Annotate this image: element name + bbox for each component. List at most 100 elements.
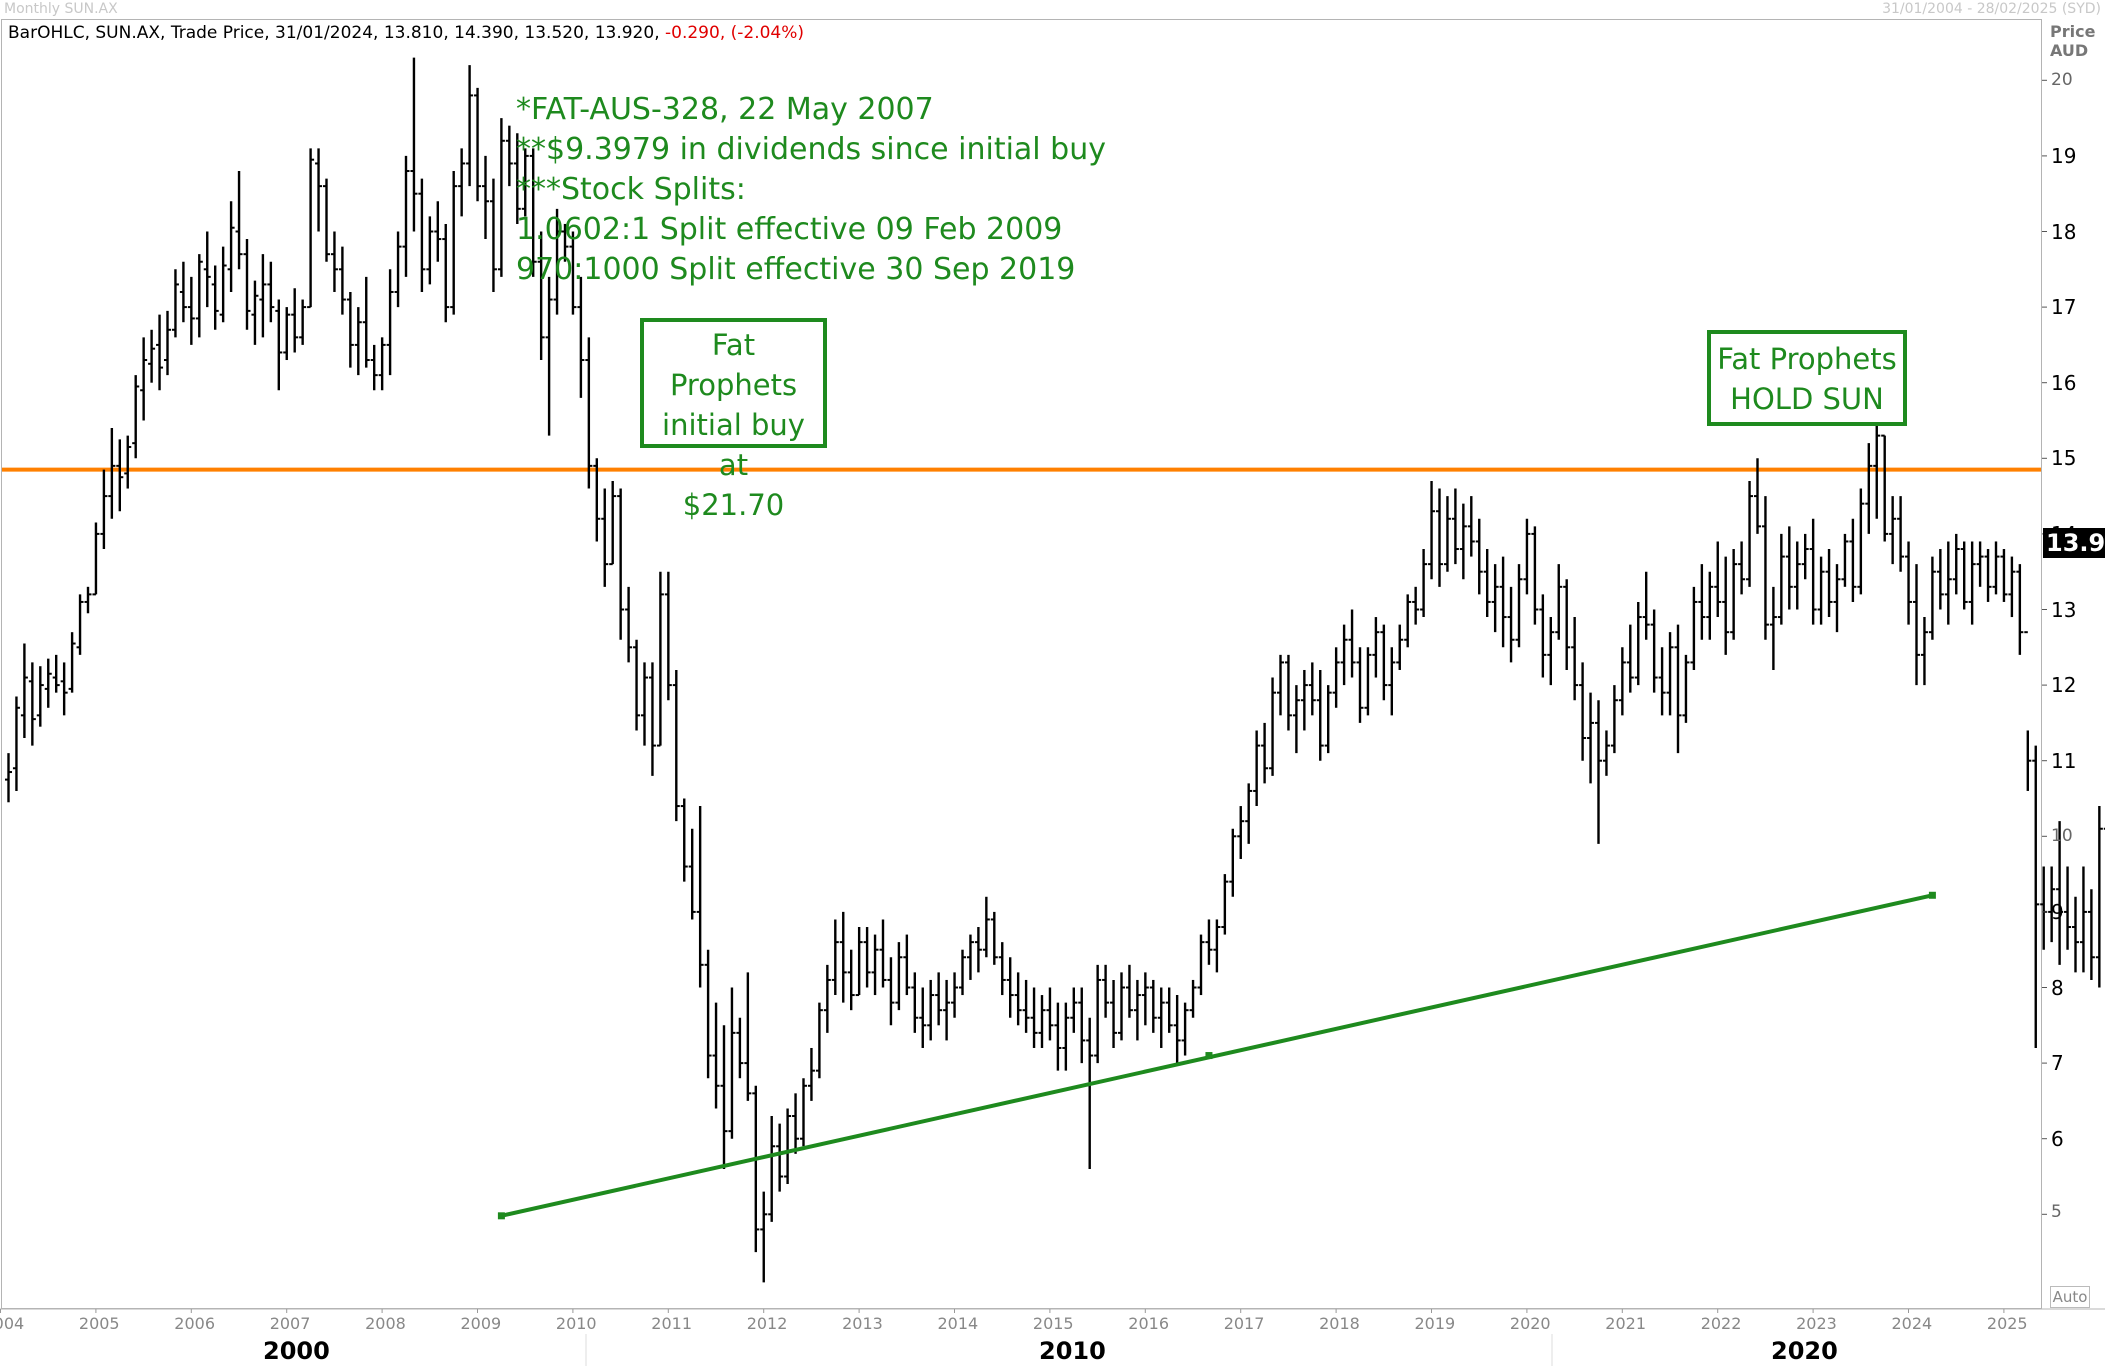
ohlc-bar bbox=[267, 261, 275, 323]
ohlc-bar bbox=[1078, 987, 1086, 1064]
x-year-label: 2010 bbox=[555, 1314, 597, 1333]
ohlc-bar bbox=[323, 178, 330, 262]
y-tick-label: 17 bbox=[2051, 295, 2077, 320]
ohlc-bar bbox=[378, 337, 386, 391]
ohlc-bar bbox=[720, 1025, 728, 1169]
x-year-label: 2014 bbox=[937, 1314, 979, 1333]
x-decade-label: 2000 bbox=[263, 1337, 330, 1365]
ohlc-bar bbox=[1587, 692, 1595, 784]
ohlc-bar bbox=[1936, 549, 1944, 610]
trendline-anchor[interactable] bbox=[1928, 891, 1936, 899]
ohlc-bar bbox=[219, 246, 227, 323]
ohlc-bar bbox=[474, 87, 482, 202]
ohlc-bar bbox=[1141, 972, 1149, 1026]
x-year-label: 2024 bbox=[1891, 1314, 1933, 1333]
initial-buy-box: Fat Prophets initial buy at $21.70 bbox=[640, 318, 827, 522]
ohlc-bar bbox=[585, 337, 593, 489]
ohlc-bar bbox=[410, 57, 418, 232]
auto-scale-button[interactable]: Auto bbox=[2050, 1286, 2090, 1308]
ohlc-bar bbox=[195, 254, 203, 338]
ohlc-bar bbox=[776, 1123, 784, 1192]
ohlc-bar bbox=[20, 643, 28, 739]
note-line-2: **$9.3979 in dividends since initial buy bbox=[516, 132, 1106, 167]
ohlc-bar bbox=[68, 632, 76, 693]
y-tick-label: 7 bbox=[2051, 1051, 2064, 1076]
ohlc-bar bbox=[1277, 654, 1284, 716]
ohlc-bar bbox=[2016, 564, 2024, 655]
ohlc-bar bbox=[959, 949, 966, 996]
ohlc-bar bbox=[521, 148, 529, 217]
ohlc-bar bbox=[887, 957, 895, 1026]
ohlc-bar bbox=[386, 269, 394, 376]
ohlc-bar bbox=[927, 979, 935, 1041]
ohlc-bar bbox=[855, 927, 863, 997]
ohlc-bar bbox=[259, 254, 267, 338]
ohlc-bar bbox=[1165, 987, 1173, 1033]
ohlc-bar bbox=[2000, 549, 2008, 602]
ohlc-bar bbox=[943, 979, 951, 1041]
ohlc-bar bbox=[5, 753, 12, 803]
ohlc-bar bbox=[1094, 964, 1102, 1064]
ohlc-bar bbox=[1547, 617, 1555, 686]
ohlc-bar bbox=[44, 658, 52, 708]
ohlc-bar bbox=[847, 949, 855, 1011]
ohlc-bar bbox=[1428, 480, 1436, 580]
ohlc-bar bbox=[370, 344, 378, 391]
ohlc-bar bbox=[1110, 979, 1118, 1048]
ohlc-bar bbox=[1189, 979, 1197, 1018]
ohlc-bar bbox=[1173, 995, 1181, 1064]
note-line-1: *FAT-AUS-328, 22 May 2007 bbox=[516, 92, 934, 127]
ohlc-bar bbox=[1817, 556, 1825, 625]
ohlc-bar bbox=[1579, 662, 1587, 761]
ohlc-bar bbox=[1316, 669, 1324, 761]
last-price-marker: 13.92 bbox=[2043, 528, 2105, 558]
ohlc-bar bbox=[1253, 730, 1261, 807]
ohlc-bar bbox=[2008, 556, 2016, 618]
ohlc-bar bbox=[1769, 586, 1777, 670]
ohlc-bar bbox=[951, 972, 959, 1018]
trendline-anchor[interactable] bbox=[497, 1212, 505, 1220]
ohlc-bar bbox=[76, 594, 84, 655]
ohlc-bar bbox=[1340, 624, 1348, 686]
ohlc-bar bbox=[839, 911, 847, 1003]
ohlc-bar bbox=[418, 178, 426, 292]
ohlc-bar bbox=[1507, 586, 1515, 663]
ohlc-bar bbox=[1364, 647, 1372, 716]
ohlc-bar bbox=[2072, 896, 2079, 973]
ohlc-bar bbox=[434, 201, 442, 262]
ohlc-bar bbox=[1372, 617, 1380, 678]
ohlc-bar bbox=[823, 964, 831, 1033]
ohlc-bar bbox=[1563, 579, 1571, 670]
ohlc-bar bbox=[1746, 480, 1754, 587]
ohlc-bar bbox=[1396, 624, 1404, 670]
ohlc-bar bbox=[275, 299, 283, 391]
ohlc-bar bbox=[863, 927, 871, 988]
x-year-label: 2025 bbox=[1986, 1314, 2028, 1333]
ohlc-bar bbox=[28, 662, 36, 746]
trendline-anchor[interactable] bbox=[1205, 1052, 1213, 1060]
y-tick-label: 15 bbox=[2051, 446, 2077, 471]
y-tick-label: 13 bbox=[2051, 597, 2077, 622]
ohlc-bar bbox=[553, 208, 561, 315]
x-year-label: 2013 bbox=[842, 1314, 883, 1333]
y-tick-label: 20 bbox=[2051, 70, 2073, 91]
x-year-label: 2004 bbox=[0, 1314, 25, 1333]
ohlc-bar bbox=[1030, 987, 1038, 1048]
ohlc-bar bbox=[1388, 647, 1396, 716]
ohlc-bar bbox=[935, 972, 943, 1026]
legend-values: BarOHLC, SUN.AX, Trade Price, 31/01/2024… bbox=[8, 23, 660, 43]
ohlc-bar bbox=[1475, 518, 1483, 595]
ohlc-bar bbox=[1666, 632, 1674, 716]
hold-box: Fat Prophets HOLD SUN bbox=[1707, 330, 1907, 426]
plot-area[interactable] bbox=[1, 19, 2042, 1309]
ohlc-bar bbox=[1555, 564, 1563, 640]
ohlc-bar bbox=[2032, 745, 2040, 1048]
ohlc-bar bbox=[1324, 685, 1332, 754]
ohlc-bar bbox=[903, 934, 911, 996]
ohlc-bar bbox=[712, 1002, 720, 1109]
x-year-label: 2020 bbox=[1509, 1314, 1551, 1333]
x-year-label: 2008 bbox=[365, 1314, 406, 1333]
ohlc-bar bbox=[179, 261, 187, 323]
ohlc-bar bbox=[362, 276, 370, 368]
